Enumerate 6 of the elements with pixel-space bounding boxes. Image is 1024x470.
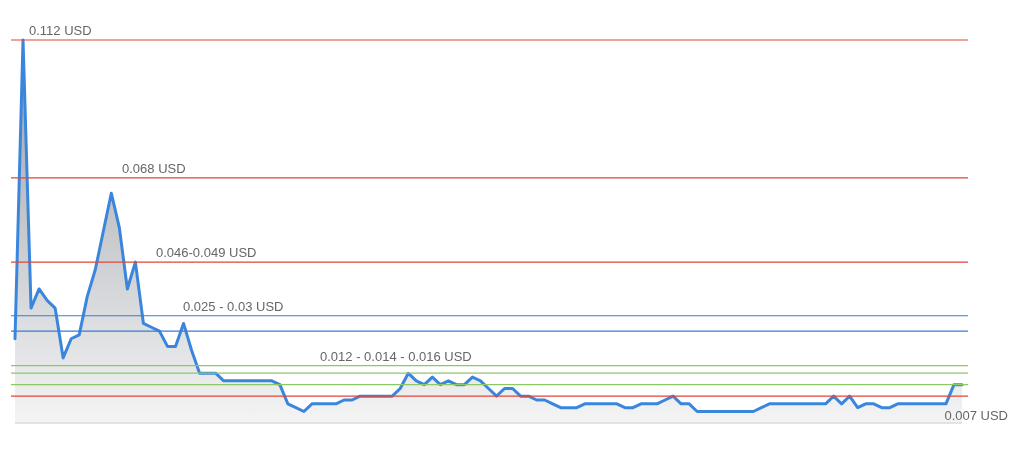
ref-line-label: 0.007 USD bbox=[944, 408, 1008, 424]
ref-line-label: 0.112 USD bbox=[29, 23, 92, 38]
ref-line-label: 0.012 - 0.014 - 0.016 USD bbox=[320, 348, 472, 364]
ref-line-label: 0.046-0.049 USD bbox=[156, 245, 257, 261]
ref-line-label: 0.068 USD bbox=[122, 160, 186, 176]
ref-line-label: 0.025 - 0.03 USD bbox=[183, 298, 284, 314]
